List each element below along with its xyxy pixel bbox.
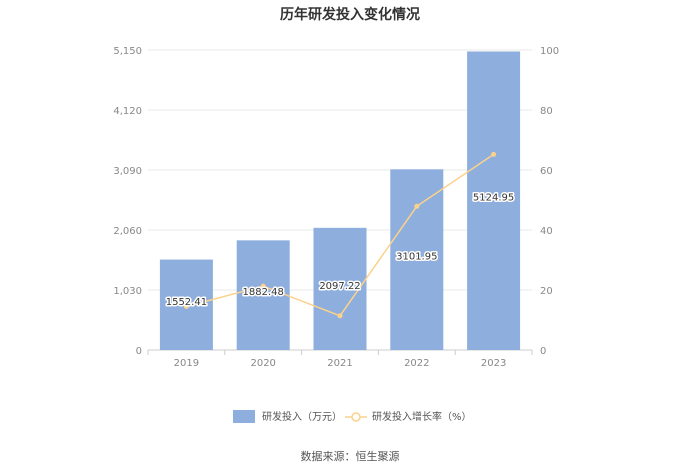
x-tick-label: 2020 xyxy=(250,358,275,369)
y-right-tick-label: 20 xyxy=(540,286,553,297)
bar-value-label: 1882.48 xyxy=(243,287,284,298)
line-point xyxy=(183,304,189,309)
y-left-tick-label: 2,060 xyxy=(113,226,142,237)
y-right-tick-label: 100 xyxy=(540,46,559,57)
source-note: 数据来源：恒生聚源 xyxy=(301,449,400,463)
bar-value-label: 3101.95 xyxy=(396,252,437,263)
line-point xyxy=(337,313,343,319)
legend[interactable]: 研发投入（万元） 研发投入增长率（%） xyxy=(233,410,472,423)
legend-bar-label: 研发投入（万元） xyxy=(262,410,342,423)
legend-line-marker xyxy=(351,412,361,422)
line-point xyxy=(491,151,497,157)
y-right-tick-label: 60 xyxy=(540,166,553,177)
chart-title: 历年研发投入变化情况 xyxy=(280,6,420,23)
x-tick-label: 2021 xyxy=(327,358,352,369)
bars xyxy=(159,51,521,350)
y-left-tick-label: 5,150 xyxy=(113,46,142,57)
bar-value-label: 1552.41 xyxy=(166,297,207,308)
axis-ticks: 0 0 1,030 20 2,060 40 3,090 60 4,120 80 5,150 100 20… xyxy=(113,46,559,369)
bar xyxy=(236,240,290,350)
y-left-tick-label: 4,120 xyxy=(113,106,142,117)
growth-line xyxy=(183,151,497,319)
legend-bar-swatch xyxy=(233,410,255,423)
y-left-tick-label: 3,090 xyxy=(113,166,142,177)
bar xyxy=(467,51,521,350)
bar xyxy=(313,227,367,350)
y-right-tick-label: 0 xyxy=(540,346,546,357)
data-labels: 1552.41 1882.48 2097.22 3101.95 5124.95 xyxy=(164,191,516,309)
y-left-tick-label: 1,030 xyxy=(113,286,142,297)
bar-value-label: 5124.95 xyxy=(473,193,514,204)
x-tick-label: 2019 xyxy=(174,358,199,369)
x-tick-label: 2023 xyxy=(481,358,506,369)
legend-line-label: 研发投入增长率（%） xyxy=(372,410,472,423)
y-left-tick-label: 0 xyxy=(136,346,142,357)
line-point xyxy=(260,283,266,289)
bar-value-label: 2097.22 xyxy=(319,281,360,292)
y-right-tick-label: 80 xyxy=(540,106,553,117)
y-right-tick-label: 40 xyxy=(540,226,553,237)
x-tick-label: 2022 xyxy=(404,358,429,369)
bar xyxy=(390,169,444,350)
line-point xyxy=(414,203,420,209)
